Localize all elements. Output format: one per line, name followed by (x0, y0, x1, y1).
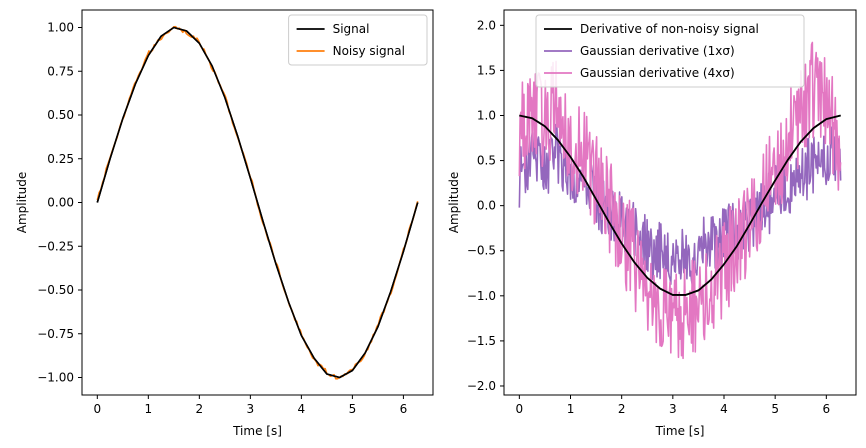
x-tick-label: 4 (720, 402, 728, 416)
x-tick-label: 5 (349, 402, 357, 416)
legend-label: Gaussian derivative (1xσ) (580, 44, 735, 58)
series-line-0-top (519, 114, 841, 296)
x-tick-label: 5 (771, 402, 779, 416)
y-tick-label: 0.50 (47, 108, 74, 122)
x-tick-label: 0 (516, 402, 524, 416)
legend-label: Noisy signal (333, 44, 405, 58)
x-tick-label: 2 (196, 402, 204, 416)
x-tick-label: 3 (247, 402, 255, 416)
y-tick-label: 0.5 (477, 154, 496, 168)
y-axis-label: Amplitude (447, 172, 461, 234)
y-tick-label: 0.00 (47, 196, 74, 210)
x-tick-label: 6 (823, 402, 831, 416)
y-tick-label: −0.5 (467, 244, 496, 258)
x-tick-label: 1 (567, 402, 575, 416)
y-tick-label: −0.75 (37, 327, 74, 341)
plot-area (518, 41, 842, 360)
x-axis-label: Time [s] (655, 424, 705, 438)
series-line-1 (518, 123, 842, 286)
y-tick-label: −1.5 (467, 334, 496, 348)
legend-box (535, 14, 805, 88)
x-tick-label: 4 (298, 402, 306, 416)
x-tick-label: 3 (669, 402, 677, 416)
y-axis-label: Amplitude (15, 172, 29, 234)
legend-label: Derivative of non-noisy signal (580, 22, 759, 36)
x-tick-label: 1 (145, 402, 153, 416)
legend-box (288, 14, 428, 66)
y-tick-label: 2.0 (477, 18, 496, 32)
legend: Derivative of non-noisy signal Gaussian d… (535, 14, 805, 88)
y-tick-label: 0.75 (47, 64, 74, 78)
y-tick-label: −0.25 (37, 239, 74, 253)
left-chart: 0 1 2 3 4 5 6 −1.00 −0.75 −0.50 −0.25 0.00 0.25 0.50 0… (15, 9, 434, 438)
y-tick-label: −0.50 (37, 283, 74, 297)
x-tick-label: 6 (400, 402, 408, 416)
y-tick-label: 1.5 (477, 63, 496, 77)
x-axis-label: Time [s] (232, 424, 282, 438)
y-tick-label: 0.25 (47, 152, 74, 166)
series-line-2 (518, 41, 842, 360)
series-line-0-top (96, 26, 419, 379)
legend-label: Signal (333, 22, 370, 36)
y-tick-label: 1.00 (47, 21, 74, 35)
plot-area (96, 25, 419, 380)
legend: Signal Noisy signal (288, 14, 428, 66)
legend-label: Gaussian derivative (4xσ) (580, 66, 735, 80)
axes-frame (503, 9, 857, 396)
x-tick-label: 0 (93, 402, 101, 416)
y-tick-label: −2.0 (467, 379, 496, 393)
right-chart: 0 1 2 3 4 5 6 −2.0 −1.5 −1.0 −0.5 0.0 0.5 1.0 1.5 2.0 Ti… (447, 9, 857, 438)
y-tick-label: −1.0 (467, 289, 496, 303)
y-tick-label: 1.0 (477, 108, 496, 122)
x-tick-label: 2 (618, 402, 626, 416)
y-tick-label: 0.0 (477, 199, 496, 213)
y-tick-label: −1.00 (37, 371, 74, 385)
